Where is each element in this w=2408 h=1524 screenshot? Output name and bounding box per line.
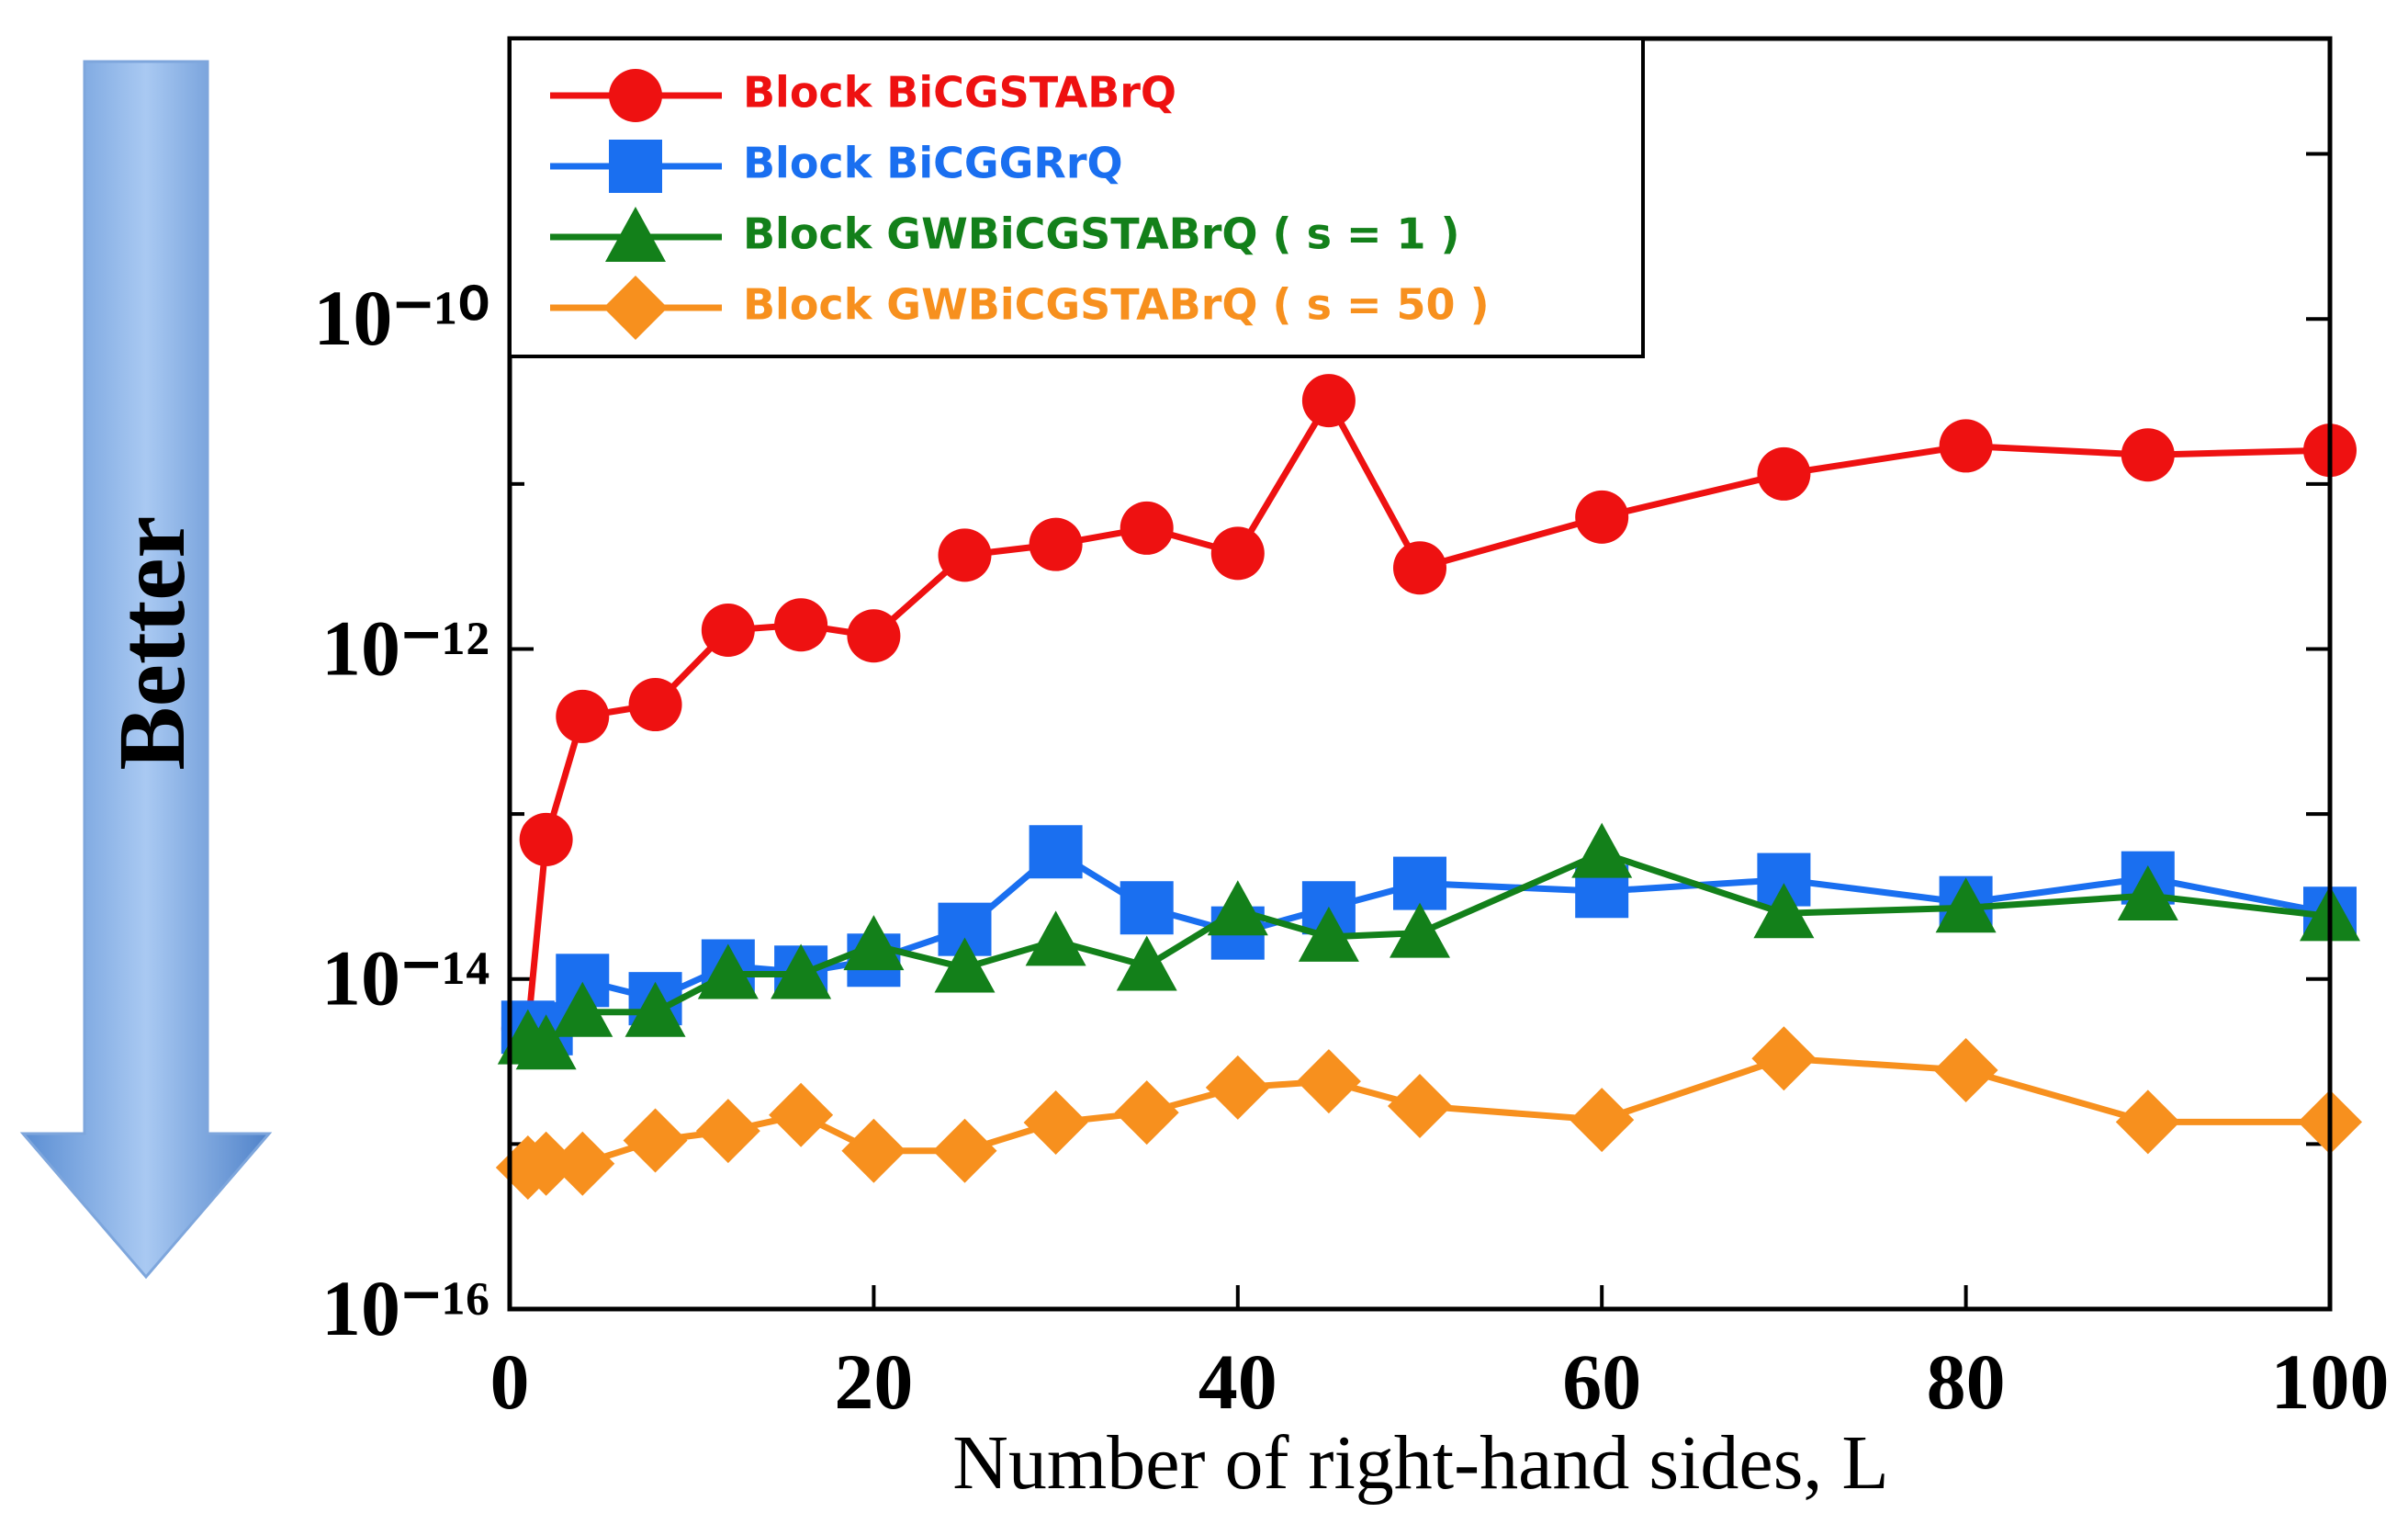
data-point <box>774 598 827 651</box>
legend-marker <box>609 140 662 193</box>
y-tick-label: 10⁻¹⁰ <box>313 274 489 362</box>
data-point <box>1757 447 1810 501</box>
data-point <box>933 1119 997 1183</box>
y-tick-label: 10⁻¹⁶ <box>321 1264 489 1352</box>
data-point <box>1206 1056 1270 1120</box>
data-point <box>769 1083 833 1147</box>
x-axis-label: Number of right-hand sides, L <box>952 1420 1888 1506</box>
x-tick-label: 80 <box>1927 1338 2006 1426</box>
legend-label: Block GWBiCGSTABrQ ( s = 50 ) <box>743 280 1490 330</box>
data-point <box>702 604 755 657</box>
data-point <box>1751 1026 1816 1090</box>
data-point <box>1393 857 1446 910</box>
data-point <box>1297 1049 1361 1113</box>
data-point <box>939 528 992 581</box>
data-point <box>520 813 573 866</box>
data-point <box>1030 825 1083 878</box>
data-point <box>1211 526 1265 580</box>
data-point <box>1934 1038 1998 1102</box>
data-point <box>1120 502 1174 555</box>
legend-label: Block BiCGSTABrQ <box>743 68 1176 118</box>
data-point <box>1388 1074 1452 1138</box>
data-point <box>556 690 609 743</box>
annotation: Better <box>99 515 205 770</box>
y-tick-label: 10⁻¹² <box>321 604 489 692</box>
data-point <box>1393 541 1446 594</box>
chart: Better Number of right-hand sides, L 10⁻… <box>0 0 2408 1524</box>
data-point <box>1940 419 1993 472</box>
legend-marker <box>609 69 662 122</box>
data-point <box>1575 491 1628 544</box>
data-point <box>696 1099 760 1163</box>
data-point <box>841 1119 906 1183</box>
data-point <box>1390 903 1450 958</box>
data-point <box>2121 428 2175 481</box>
data-point <box>1571 823 1632 878</box>
data-point <box>1026 910 1086 965</box>
x-tick-label: 40 <box>1198 1338 1277 1426</box>
x-tick-label: 100 <box>2271 1338 2390 1426</box>
data-point <box>1120 881 1174 934</box>
data-point <box>629 678 682 731</box>
data-point <box>1115 1080 1179 1145</box>
legend-label: Block GWBiCGSTABrQ ( s = 1 ) <box>743 209 1460 259</box>
legend-label: Block BiCGGRrQ <box>743 139 1123 188</box>
data-point <box>550 1132 614 1196</box>
data-point <box>847 609 900 662</box>
x-tick-label: 60 <box>1562 1338 1641 1426</box>
y-tick-label: 10⁻¹⁴ <box>321 934 489 1022</box>
data-point <box>1030 518 1083 571</box>
data-point <box>1024 1090 1088 1155</box>
data-point <box>1570 1088 1634 1152</box>
x-tick-label: 0 <box>490 1338 530 1426</box>
data-point <box>624 1109 688 1173</box>
x-tick-label: 20 <box>834 1338 913 1426</box>
data-point <box>2116 1089 2180 1154</box>
data-point <box>1302 374 1356 427</box>
